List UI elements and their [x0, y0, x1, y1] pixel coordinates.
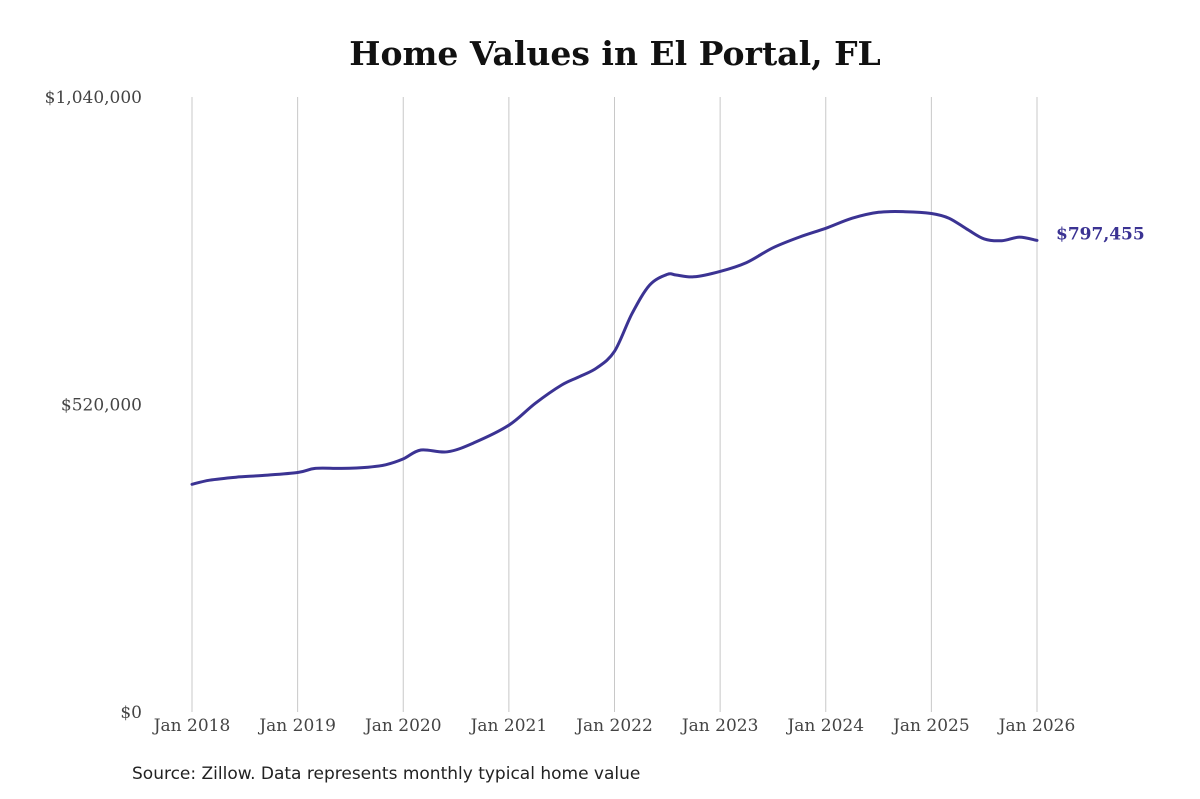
chart-title: Home Values in El Portal, FL [349, 34, 881, 73]
x-tick-label: Jan 2023 [680, 716, 759, 736]
y-tick-label: $0 [120, 703, 142, 723]
y-axis-tick-labels: $0 $520,000 $1,040,000 [45, 88, 142, 723]
x-tick-label: Jan 2026 [997, 716, 1076, 736]
grid-lines [191, 97, 1038, 712]
series-layer [190, 210, 1039, 486]
x-tick-label: Jan 2019 [257, 716, 336, 736]
home-value-line [190, 210, 1039, 486]
x-tick-label: Jan 2020 [363, 716, 442, 736]
x-axis-tick-labels: Jan 2018 Jan 2019 Jan 2020 Jan 2021 Jan 2022… [152, 716, 1076, 736]
x-tick-label: Jan 2022 [574, 716, 653, 736]
x-tick-label: Jan 2018 [152, 716, 231, 736]
source-note: Source: Zillow. Data represents monthly … [132, 764, 641, 784]
y-tick-label: $520,000 [61, 396, 142, 416]
x-tick-label: Jan 2025 [891, 716, 970, 736]
end-value-label: $797,455 [1056, 224, 1145, 244]
y-tick-label: $1,040,000 [45, 88, 142, 108]
x-tick-label: Jan 2021 [469, 716, 548, 736]
x-tick-label: Jan 2024 [785, 716, 864, 736]
